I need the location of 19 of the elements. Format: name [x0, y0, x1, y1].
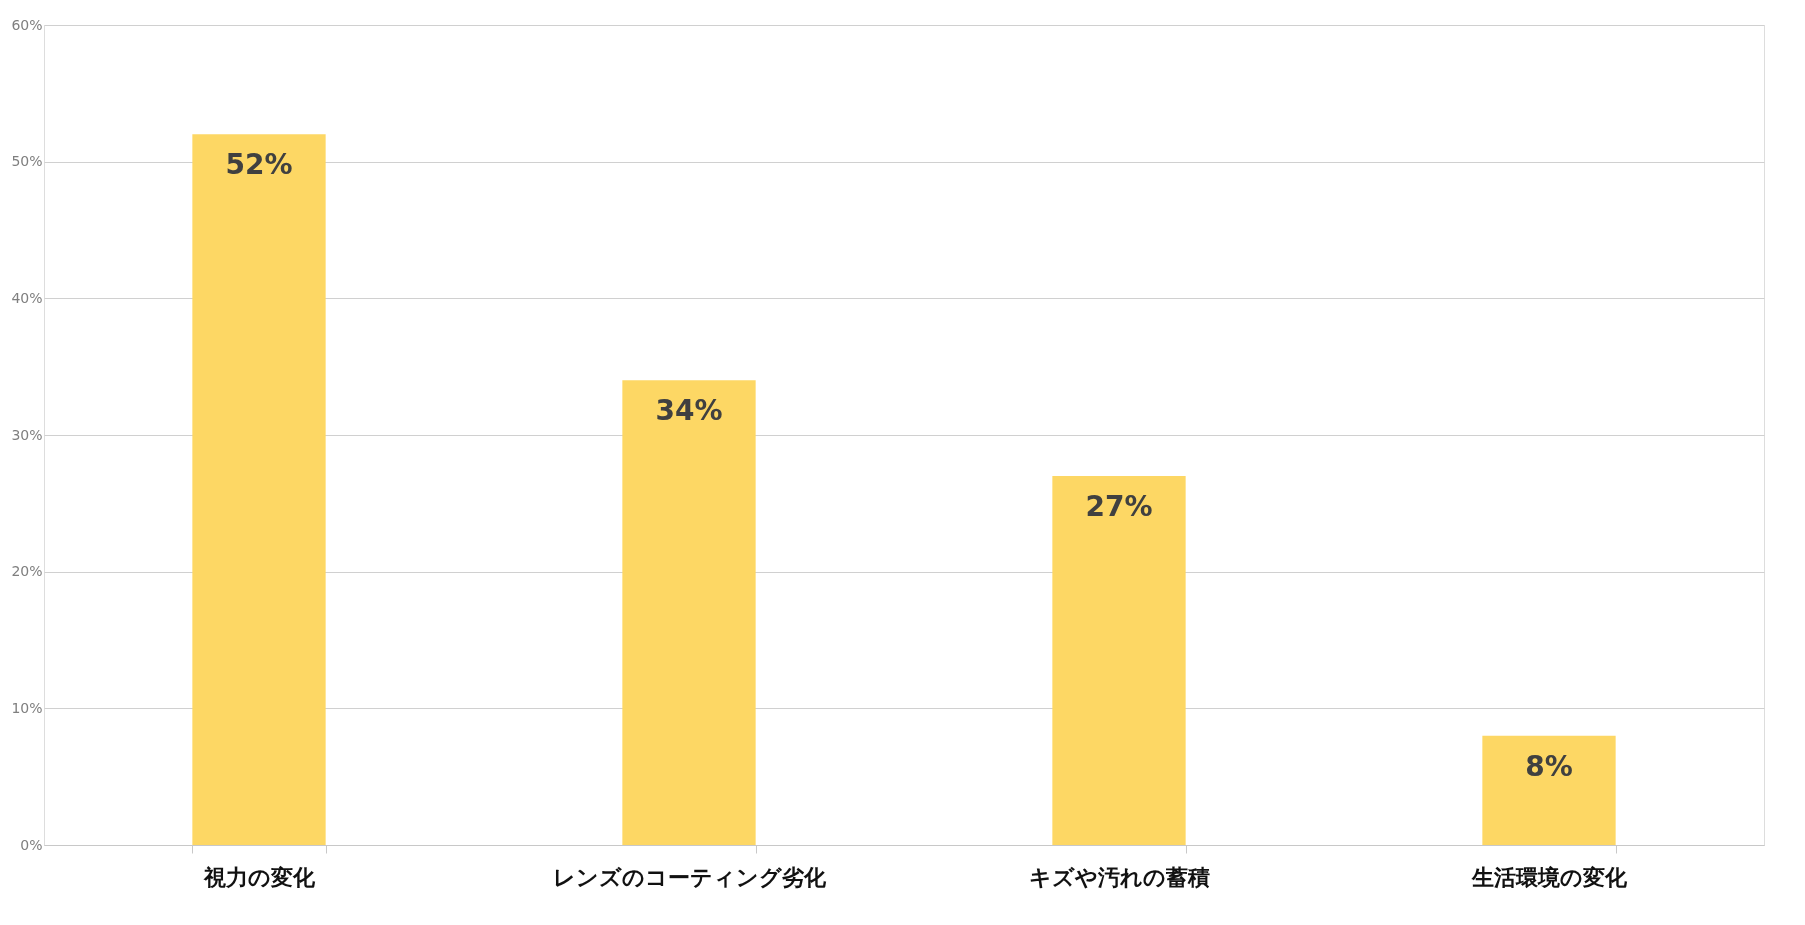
y-tick-label: 30%	[11, 426, 43, 443]
y-tick-label: 40%	[11, 289, 43, 306]
x-tick-label: レンズのコーティング劣化	[553, 864, 827, 890]
y-tick-label: 0%	[20, 836, 43, 853]
y-tick-label: 20%	[11, 563, 43, 580]
data-label: 52%	[225, 148, 293, 182]
x-tick-label: 生活環境の変化	[1471, 864, 1628, 890]
x-tick-label: キズや汚れの蓄積	[1029, 864, 1210, 890]
bar	[622, 380, 756, 845]
bar	[1052, 476, 1186, 845]
y-tick-label: 10%	[11, 699, 43, 716]
data-label: 34%	[655, 394, 723, 428]
bar	[192, 134, 326, 845]
data-label: 27%	[1085, 490, 1153, 523]
y-tick-label: 60%	[11, 16, 43, 33]
bar	[1482, 735, 1616, 845]
y-tick-label: 50%	[11, 153, 43, 170]
x-tick-label: 視力の変化	[203, 864, 316, 890]
data-label: 8%	[1525, 749, 1573, 783]
